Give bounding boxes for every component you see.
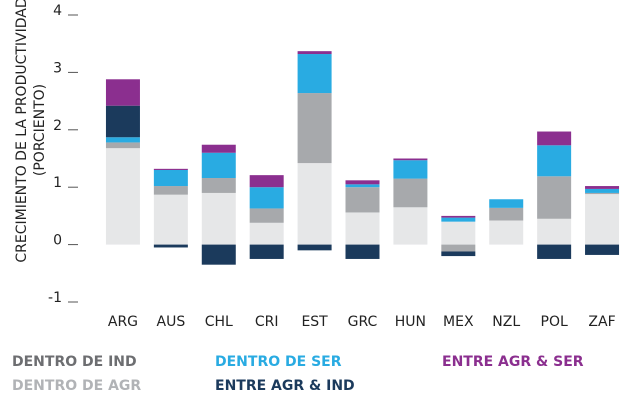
x-tick-label: GRC (348, 314, 378, 330)
bar-segment (585, 244, 620, 255)
bar-segment (345, 212, 380, 245)
bar-segment (153, 244, 188, 248)
bar-segment (249, 244, 284, 259)
bar-segment (297, 244, 332, 251)
legend-label: ENTRE AGR & SER (442, 354, 584, 370)
bar-segment (489, 220, 524, 245)
legend-label: DENTRO DE SER (215, 354, 342, 370)
x-tick-label: CRI (255, 314, 279, 330)
bar-segment (537, 218, 572, 245)
bar-segment (441, 251, 476, 257)
bar-segment (249, 175, 284, 188)
bar-segment (345, 180, 380, 185)
y-axis-label: (PORCIENTO) (32, 84, 48, 176)
legend-label: DENTRO DE AGR (12, 378, 141, 394)
x-tick-label: POL (541, 314, 568, 330)
bar-segment (441, 244, 476, 252)
bar-segment (297, 54, 332, 94)
bar-segment (153, 169, 188, 187)
legend-label: ENTRE AGR & IND (215, 378, 355, 394)
bar-segment (249, 208, 284, 223)
bar-segment (105, 148, 140, 245)
bar-segment (201, 152, 236, 179)
bar-segment (297, 51, 332, 55)
bar-segment (489, 199, 524, 208)
y-tick-label: -1 (48, 290, 62, 306)
bar-segment (201, 178, 236, 193)
bar-segment (585, 188, 620, 193)
bar-segment (105, 105, 140, 138)
bar-segment (201, 144, 236, 153)
bar-segment (249, 222, 284, 245)
bar-segment (537, 176, 572, 219)
bar-segment (537, 145, 572, 177)
bar-segment (201, 244, 236, 265)
bar-segment (153, 168, 188, 170)
bar-segment (249, 187, 284, 209)
x-tick-label: HUN (395, 314, 426, 330)
bar-segment (153, 194, 188, 245)
bar-segment (345, 184, 380, 188)
bar-segment (201, 192, 236, 245)
bar-segment (537, 131, 572, 146)
bar-segment (489, 207, 524, 221)
bar-segment (105, 137, 140, 143)
bar-segment (537, 244, 572, 259)
x-tick-label: ARG (108, 314, 138, 330)
bar-segment (297, 163, 332, 245)
bar-segment (441, 221, 476, 245)
bar-segment (585, 186, 620, 189)
x-tick-label: NZL (492, 314, 520, 330)
y-axis-label: CRECIMIENTO DE LA PRODUCTIVIDAD (14, 0, 30, 263)
x-tick-label: EST (301, 314, 328, 330)
bar-segment (105, 79, 140, 106)
bar-segment (105, 142, 140, 149)
x-tick-label: ZAF (588, 314, 615, 330)
bar-segment (585, 192, 620, 195)
y-tick-label: 0 (53, 233, 62, 249)
bar-segment (441, 217, 476, 222)
bar-segment (393, 158, 428, 161)
bar-segment (345, 244, 380, 259)
legend-label: DENTRO DE IND (12, 354, 137, 370)
x-tick-label: AUS (157, 314, 186, 330)
bar-segment (393, 207, 428, 245)
y-tick-label: 2 (53, 118, 62, 134)
y-tick-label: 4 (53, 3, 62, 19)
y-tick-label: 3 (53, 60, 62, 76)
y-tick-label: 1 (53, 175, 62, 191)
bar-segment (297, 93, 332, 164)
bar-segment (345, 187, 380, 213)
x-tick-label: MEX (443, 314, 474, 330)
bar-segment (393, 178, 428, 208)
bar-segment (585, 194, 620, 245)
bar-segment (153, 186, 188, 195)
x-tick-label: CHL (205, 314, 233, 330)
bar-segment (393, 160, 428, 179)
bar-segment (441, 215, 476, 218)
